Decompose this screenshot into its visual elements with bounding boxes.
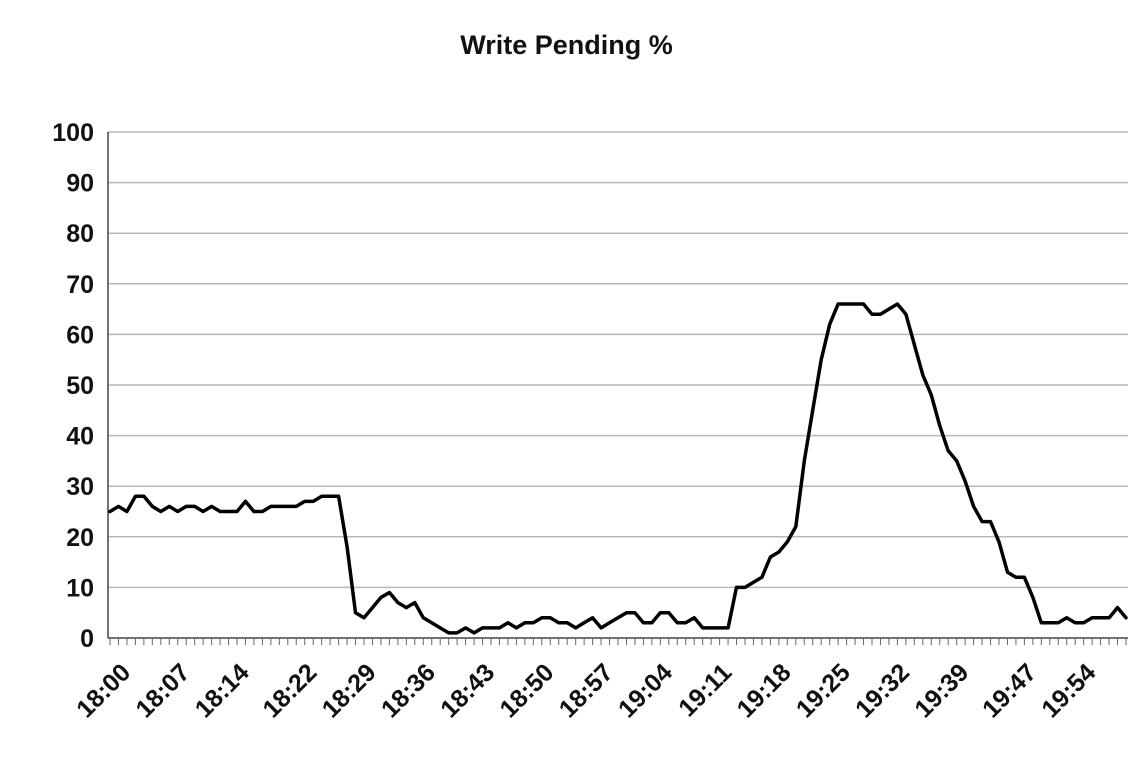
x-tick-label: 18:29 [317, 658, 382, 723]
x-tick-label: 18:22 [257, 658, 322, 723]
y-tick-label: 40 [66, 423, 94, 451]
x-tick-label: 19:18 [732, 658, 797, 723]
x-tick-label: 18:14 [190, 658, 255, 723]
x-tick-label: 18:57 [554, 658, 619, 723]
x-tick-label: 19:11 [673, 658, 737, 722]
y-tick-label: 10 [66, 574, 94, 602]
x-tick-label: 19:54 [1036, 658, 1101, 723]
y-tick-label: 90 [66, 170, 94, 198]
y-tick-label: 30 [66, 473, 94, 501]
x-tick-label: 18:36 [376, 658, 441, 723]
axes [107, 132, 1128, 645]
x-tick-label: 18:50 [494, 658, 559, 723]
y-tick-label: 70 [66, 271, 94, 299]
x-tick-label: 18:43 [435, 658, 500, 723]
y-tick-label: 80 [66, 220, 94, 248]
y-tick-label: 20 [66, 524, 94, 552]
series-line [108, 302, 1128, 635]
y-tick-label: 60 [66, 321, 94, 349]
x-tick-label: 19:39 [909, 658, 974, 723]
y-tick-label: 50 [66, 372, 94, 400]
series-layer [108, 302, 1128, 635]
x-tick-label: 18:07 [130, 658, 195, 723]
x-tick-label: 19:47 [977, 658, 1042, 723]
x-tick-label: 19:25 [791, 658, 856, 723]
chart-title: Write Pending % [460, 30, 673, 60]
x-tick-label: 19:32 [850, 658, 915, 723]
x-tick-label: 19:04 [613, 658, 678, 723]
y-tick-label: 0 [80, 625, 94, 653]
x-tick-label: 18:00 [71, 658, 136, 723]
grid-lines [108, 131, 1128, 589]
y-tick-label: 100 [52, 119, 94, 147]
y-axis-tick-labels: 0 10 20 30 40 50 60 70 80 90 100 [52, 119, 94, 653]
